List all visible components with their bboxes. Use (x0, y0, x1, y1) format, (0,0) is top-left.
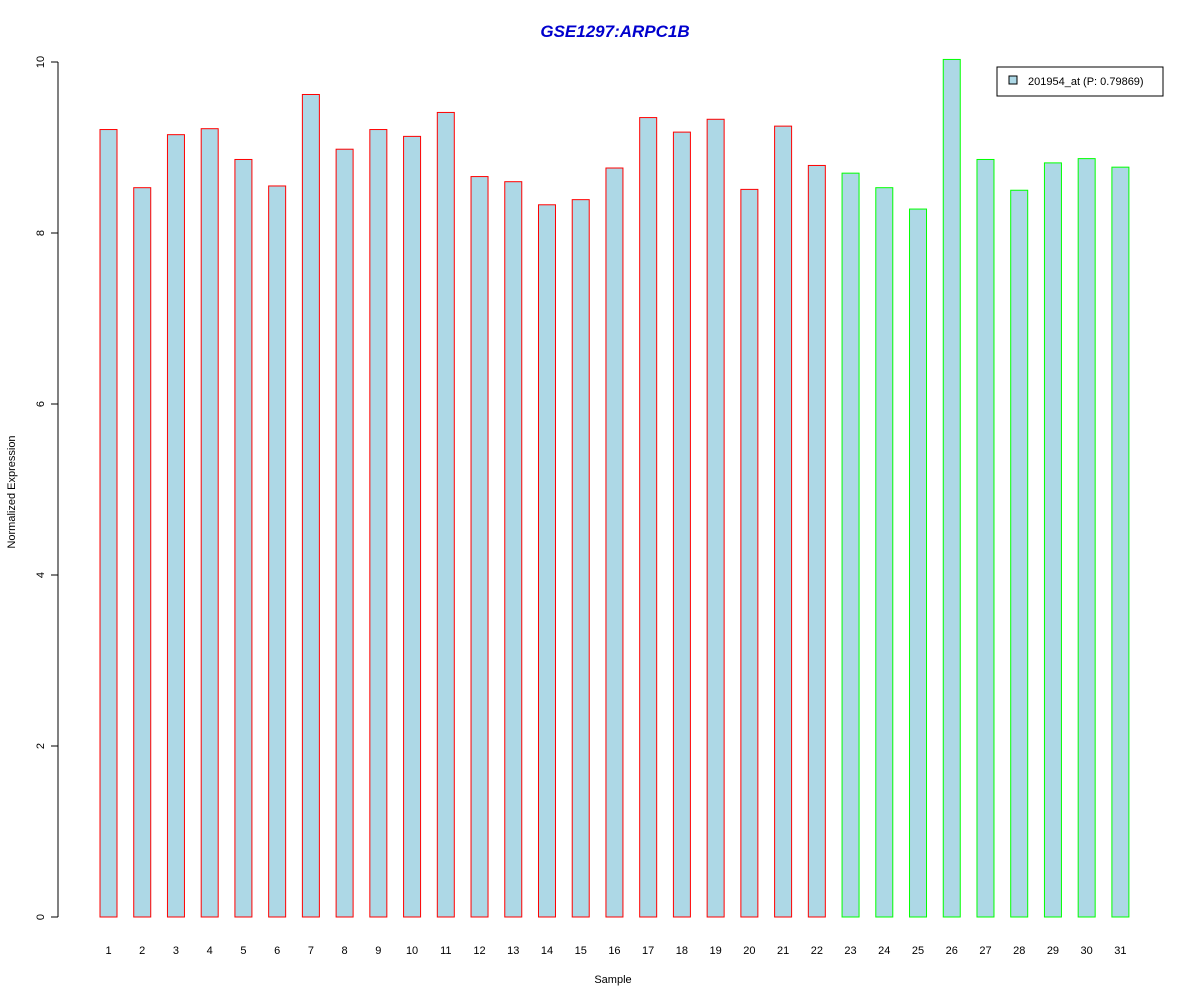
x-tick-label: 14 (541, 945, 553, 957)
bar (335, 148, 354, 918)
x-tick-label: 13 (507, 945, 519, 957)
bar (774, 125, 793, 918)
x-tick-label: 7 (308, 945, 314, 957)
x-tick-label: 16 (608, 945, 620, 957)
y-tick-label: 0 (35, 914, 47, 920)
y-tick-label: 10 (35, 56, 47, 68)
bar (639, 117, 658, 918)
bar (1010, 189, 1029, 918)
x-tick-label: 23 (844, 945, 856, 957)
x-tick-label: 18 (676, 945, 688, 957)
legend-label: 201954_at (P: 0.79869) (1028, 76, 1144, 88)
x-tick-label: 29 (1047, 945, 1059, 957)
y-tick-label: 6 (35, 401, 47, 407)
x-tick-label: 26 (946, 945, 958, 957)
x-tick-labels: 1 2 3 4 5 6 7 8 9 10 11 12 13 14 15 16 17 18 19 20 21 22 23 24 2… (105, 945, 1126, 957)
x-tick-label: 25 (912, 945, 924, 957)
bar (605, 167, 624, 918)
bar (976, 158, 995, 918)
x-tick-label: 12 (473, 945, 485, 957)
bar (133, 187, 152, 918)
x-tick-label: 3 (173, 945, 179, 957)
bar (436, 111, 455, 918)
chart-title: GSE1297:ARPC1B (540, 22, 689, 41)
bar (234, 158, 253, 918)
x-tick-label: 17 (642, 945, 654, 957)
x-tick-label: 6 (274, 945, 280, 957)
bar (942, 58, 961, 918)
x-tick-label: 19 (710, 945, 722, 957)
x-tick-label: 1 (105, 945, 111, 957)
x-tick-label: 24 (878, 945, 890, 957)
legend-swatch (1008, 75, 1018, 85)
bar (1077, 158, 1096, 918)
bar (403, 135, 422, 918)
bar (740, 188, 759, 918)
y-axis: 0 2 4 6 8 10 (35, 56, 59, 920)
x-axis-label: Sample (594, 974, 631, 986)
x-tick-label: 2 (139, 945, 145, 957)
bar (200, 128, 219, 918)
x-tick-label: 11 (440, 945, 451, 957)
x-tick-label: 10 (406, 945, 418, 957)
y-tick-label: 2 (35, 743, 47, 749)
bar (166, 134, 185, 918)
bar (807, 164, 826, 918)
x-tick-label: 9 (375, 945, 381, 957)
bar (875, 187, 894, 918)
x-tick-label: 20 (743, 945, 755, 957)
bar (504, 181, 523, 918)
x-tick-label: 27 (979, 945, 991, 957)
x-tick-label: 15 (575, 945, 587, 957)
x-tick-label: 4 (207, 945, 213, 957)
x-tick-label: 31 (1114, 945, 1126, 957)
bar (706, 118, 725, 918)
legend-box (996, 66, 1164, 97)
y-tick-label: 4 (35, 572, 47, 578)
x-tick-label: 5 (240, 945, 246, 957)
x-tick-label: 8 (342, 945, 348, 957)
bar (909, 208, 928, 918)
bar (99, 129, 118, 918)
bar (301, 93, 320, 918)
x-tick-label: 21 (777, 945, 789, 957)
y-axis-label: Normalized Expression (6, 435, 18, 548)
x-tick-label: 22 (811, 945, 823, 957)
bar (1111, 166, 1130, 918)
bar (1043, 162, 1062, 918)
x-tick-label: 28 (1013, 945, 1025, 957)
bar (268, 185, 287, 918)
y-tick-label: 8 (35, 230, 47, 236)
bars (99, 58, 1130, 918)
x-tick-label: 30 (1081, 945, 1093, 957)
bar (672, 131, 691, 918)
bar (571, 199, 590, 918)
bar (470, 176, 489, 918)
bar (369, 129, 388, 918)
bar (841, 172, 860, 918)
legend: 201954_at (P: 0.79869) (996, 66, 1164, 97)
bar (537, 204, 556, 918)
